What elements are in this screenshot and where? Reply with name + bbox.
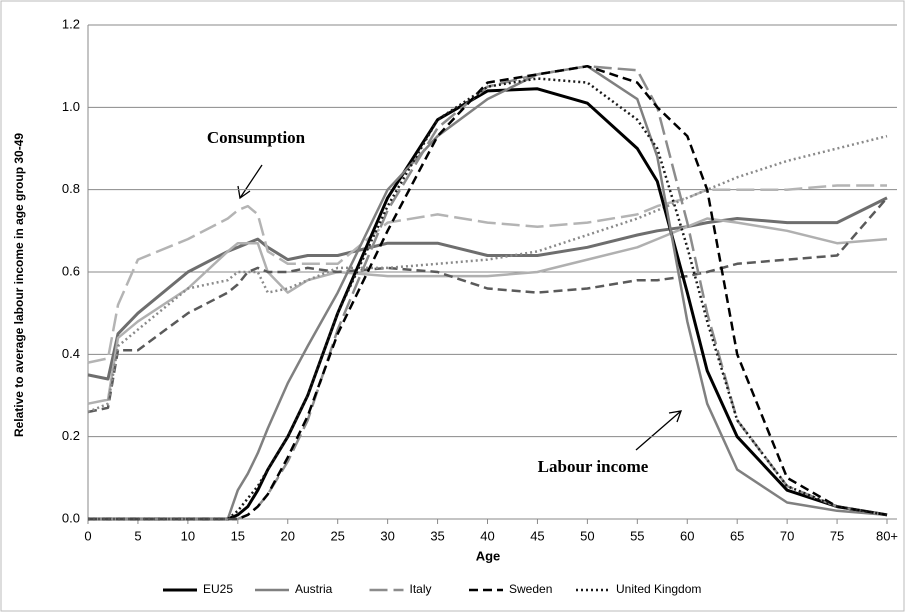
- y-tick-label: 0.0: [62, 510, 80, 525]
- x-tick-label: 20: [281, 528, 295, 543]
- legend-label: EU25: [203, 582, 233, 596]
- x-tick-label: 0: [84, 528, 91, 543]
- x-tick-label: 55: [630, 528, 644, 543]
- y-tick-label: 0.4: [62, 346, 80, 361]
- x-tick-label: 30: [380, 528, 394, 543]
- consumption-line: [87, 184, 887, 364]
- y-tick-label: 1.2: [62, 16, 80, 31]
- x-tick-label: 15: [231, 528, 245, 543]
- x-tick-label: 5: [134, 528, 141, 543]
- x-tick-label: 35: [430, 528, 444, 543]
- x-tick-label: 65: [730, 528, 744, 543]
- x-tick-label: 45: [530, 528, 544, 543]
- x-tick-label: 25: [330, 528, 344, 543]
- consumption-line: [87, 196, 888, 381]
- annotation: Labour income: [538, 457, 649, 476]
- y-tick-label: 0.8: [62, 181, 80, 196]
- legend-label: Italy: [410, 582, 432, 596]
- legend-label: United Kingdom: [616, 582, 701, 596]
- annotation: Consumption: [207, 128, 306, 147]
- consumption-line: [87, 217, 888, 405]
- x-tick-label: 40: [480, 528, 494, 543]
- legend-label: Austria: [295, 582, 333, 596]
- y-tick-label: 0.2: [62, 428, 80, 443]
- y-tick-label: 1.0: [62, 99, 80, 114]
- x-tick-label: 50: [580, 528, 594, 543]
- y-axis-label: Relative to average labour income in age…: [12, 133, 26, 437]
- legend-label: Sweden: [509, 582, 552, 596]
- x-tick-label: 80+: [876, 528, 898, 543]
- y-tick-label: 0.6: [62, 263, 80, 278]
- x-tick-label: 10: [181, 528, 195, 543]
- x-tick-label: 60: [680, 528, 694, 543]
- x-axis-label: Age: [476, 548, 501, 563]
- x-tick-label: 70: [780, 528, 794, 543]
- x-tick-label: 75: [830, 528, 844, 543]
